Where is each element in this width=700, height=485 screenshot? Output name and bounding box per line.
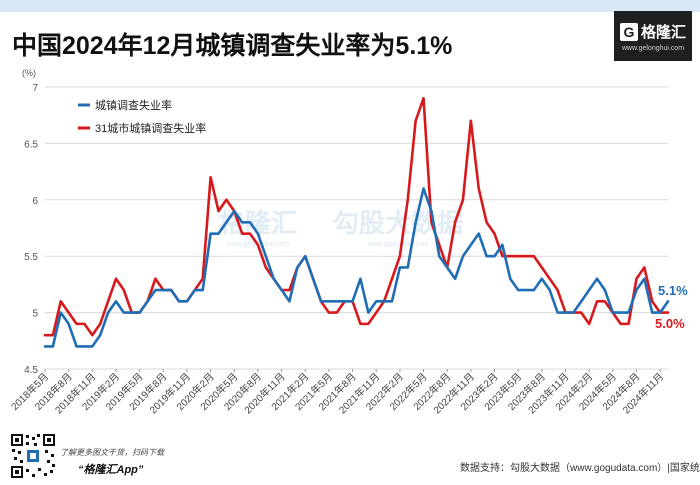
page-title: 中国2024年12月城镇调查失业率为5.1%: [12, 32, 453, 60]
logo-name: 格隆汇: [640, 24, 686, 41]
qr-code-icon: [10, 433, 56, 479]
logo-url: www.gelonghui.com: [621, 45, 685, 52]
y-tick-label: 7: [32, 83, 38, 94]
y-tick-label: 5.5: [24, 252, 38, 263]
y-unit-label: (%): [22, 68, 36, 78]
end-label-31-city: 5.0%: [655, 316, 685, 331]
top-band: [0, 0, 700, 12]
y-tick-label: 6.5: [24, 139, 38, 150]
qr-caption: 了解更多图文干货，扫码下载: [60, 448, 164, 457]
y-tick-label: 6: [32, 196, 38, 207]
end-label-urban: 5.1%: [658, 283, 688, 298]
watermark-data-url: www.gogudata.com: [366, 241, 428, 248]
watermark-data: 勾股大数据: [333, 208, 463, 238]
y-tick-label: 5: [32, 309, 38, 320]
y-tick-label: 4.5: [24, 365, 38, 376]
legend-label-0: 城镇调查失业率: [95, 98, 172, 112]
brand-logo[interactable]: G 格隆汇 www.gelonghui.com: [614, 11, 692, 61]
app-name: “格隆汇App”: [78, 464, 144, 476]
series-line-0: [43, 187, 670, 348]
logo-g-icon: G: [619, 22, 638, 41]
legend-label-1: 31城市城镇调查失业率: [95, 121, 206, 135]
data-source: 数据支持：勾股大数据（www.gogudata.com）|国家统计局: [460, 463, 700, 474]
